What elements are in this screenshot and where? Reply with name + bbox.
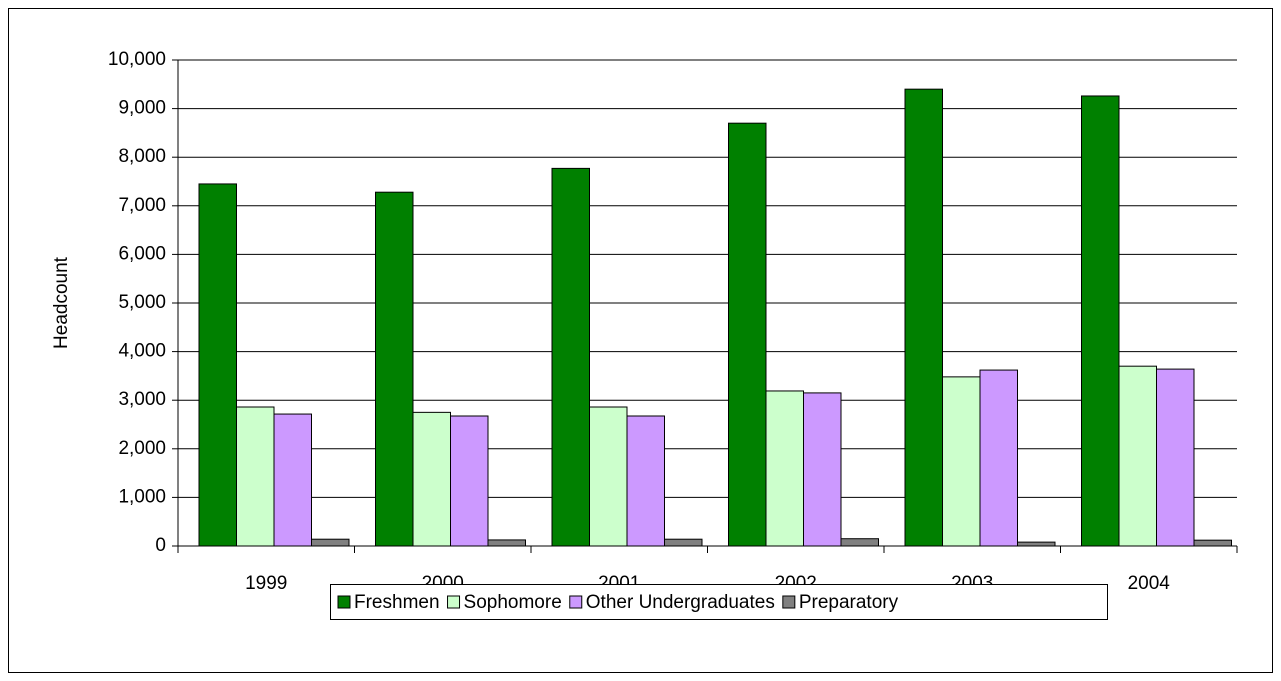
legend-swatch [569,595,583,609]
bar [589,406,628,547]
bar [1193,539,1232,547]
bar [1017,541,1056,547]
bar [551,167,590,547]
y-tick-label: 7,000 [118,195,166,216]
bar [979,369,1018,547]
y-tick-label: 0 [155,535,166,556]
y-axis-label: Headcount [51,256,72,349]
bar [803,392,842,547]
bar [765,390,804,547]
bar [450,415,489,547]
legend-label: Other Undergraduates [586,592,775,613]
bar [1081,95,1120,547]
bar [311,538,350,547]
bar [942,376,981,547]
y-tick-label: 4,000 [118,341,166,362]
y-tick-label: 10,000 [108,49,166,70]
legend-label: Sophomore [464,592,562,613]
bar [375,191,414,547]
bar [198,183,237,547]
y-tick-label: 8,000 [118,146,166,167]
bar [1156,368,1195,547]
legend-swatch [447,595,461,609]
bar [1118,365,1157,547]
bar [412,411,451,547]
bar [728,122,767,547]
bar [904,88,943,547]
bar [664,538,703,547]
legend-label: Preparatory [799,592,899,613]
y-tick-label: 3,000 [118,389,166,410]
y-tick-label: 9,000 [118,98,166,119]
bar [840,538,879,547]
legend-swatch [337,595,351,609]
bar [487,539,526,547]
legend-label: Freshmen [354,592,440,613]
y-tick-label: 5,000 [118,292,166,313]
bar [626,415,665,547]
y-tick-label: 2,000 [118,438,166,459]
legend-swatch [782,595,796,609]
bar [236,406,275,547]
x-tick-label: 2004 [1128,573,1171,594]
y-tick-label: 6,000 [118,243,166,264]
bar [273,413,312,547]
legend-box [330,584,1108,620]
x-tick-label: 1999 [245,573,287,594]
y-tick-label: 1,000 [118,486,166,507]
